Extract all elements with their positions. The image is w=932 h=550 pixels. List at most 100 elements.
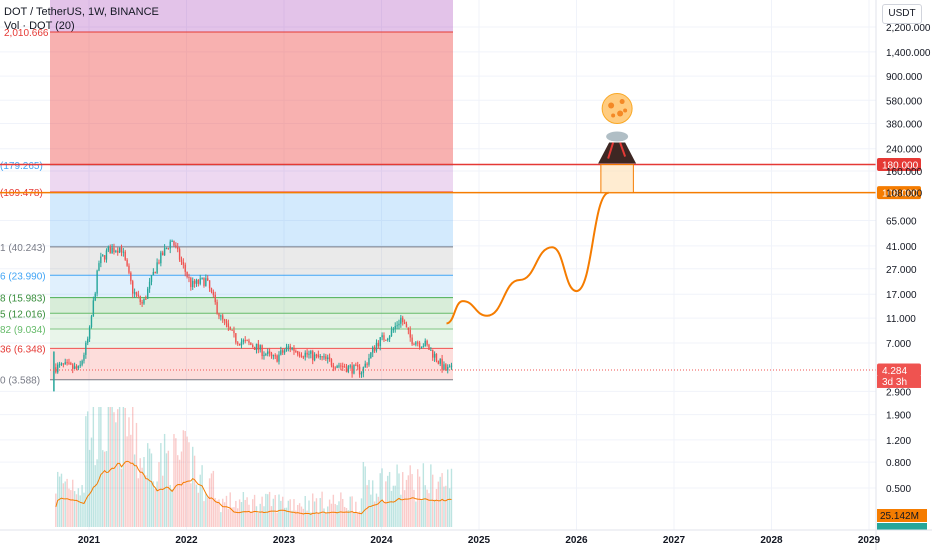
volume-bar [58,476,61,527]
volume-bar [381,468,383,527]
candle-body [79,364,81,366]
candle-body [235,333,237,343]
price-badge [877,158,921,172]
candle-body [276,355,278,362]
candle-body [244,340,246,342]
volume-bar [411,474,413,527]
volume-bar [295,510,297,527]
price-badge-label: 180.000 [882,161,919,172]
volume-bar [430,464,432,527]
projection-path [446,164,634,325]
countdown-badge [877,375,921,388]
y-tick-label: 65.000 [886,217,917,228]
candle-body [227,323,230,328]
volume-bar [405,479,408,527]
volume-bar [345,507,348,527]
time-axis[interactable]: 2021 2022 2023 2024 2025 2026 2027 2028 2029 [0,529,932,546]
candle-body [357,364,359,367]
candle-body [413,344,415,346]
fib-zone [50,164,453,192]
x-tick-label: 2023 [273,535,296,546]
volcano-moon-drawing [598,93,637,164]
moon-crater-icon [617,110,624,117]
candle-body [349,365,351,367]
price-axis[interactable]: 2,200.000 1,400.000 900.000 580.000 380.000 2… [875,0,931,550]
y-tick-label: 7.000 [886,339,911,350]
candle-body [439,358,441,364]
candle-body [218,313,220,317]
fib-level-label: 5 (12.016) [0,309,46,320]
candle-body [312,351,314,361]
moon-crater-icon [623,108,628,113]
volume-bar [353,512,355,527]
volume-bar [300,506,303,527]
candle-body [319,356,321,358]
candle-body [385,339,387,341]
volume-bar [160,443,162,527]
volume-bar [252,499,254,527]
candle-body [229,327,231,330]
volume-bar [143,456,145,527]
volume-bar [162,475,164,527]
volume-bar [418,476,421,527]
volume-bar [122,407,125,527]
volume-bar [387,475,389,527]
fib-zone-top [50,0,453,32]
candle-body [366,363,368,365]
volume-bar [403,490,406,527]
y-tick-label: 27.000 [886,265,917,276]
y-tick-label: 41.000 [886,242,917,253]
currency-button[interactable]: USDT [882,4,922,24]
candle-body [177,246,179,250]
candle-body [88,326,91,339]
candle-body [394,326,396,329]
volume-bar [163,433,166,527]
volume-bar [285,507,288,527]
volume-badge-lower [877,523,927,530]
volume-bar [133,454,136,527]
candle-body [167,248,170,250]
candle-body [445,364,447,371]
volume-bar [328,499,331,527]
candle-body [255,343,258,350]
volume-bar [448,488,451,527]
candle-body [195,279,198,284]
candle-body [321,356,323,358]
candle-body [379,337,381,347]
volume-bar [417,469,419,527]
volume-bar [66,478,68,527]
candle-body [75,366,78,369]
volume-bar [152,481,155,527]
candle-body [190,277,192,288]
volume-bar [195,484,198,527]
candle-body [317,354,320,358]
volume-bar [373,501,376,527]
candle-body [377,342,380,347]
candle-body [283,350,286,353]
volume-bar [177,455,179,527]
candle-body [407,327,410,330]
candle-body [148,281,151,289]
candle-body [253,346,256,350]
candle-body [295,350,297,352]
candle-body [222,315,224,320]
candle-body [268,351,271,354]
volume-bar [107,407,110,527]
volume-bar [250,511,252,527]
candle-body [141,302,143,304]
volume-bar [342,498,344,527]
fib-zone [50,348,453,380]
volume-bar [165,453,168,527]
candle-body [443,364,445,370]
volume-bar [310,512,312,527]
y-tick-label: 17.000 [886,290,917,301]
candle-body [263,354,265,356]
candle-body [261,345,263,356]
volume-bar [396,464,398,527]
fib-level-label: 36 (6.348) [0,344,46,355]
y-tick-label: 11.000 [886,314,916,325]
candle-body [128,265,130,273]
candle-body [216,302,218,314]
